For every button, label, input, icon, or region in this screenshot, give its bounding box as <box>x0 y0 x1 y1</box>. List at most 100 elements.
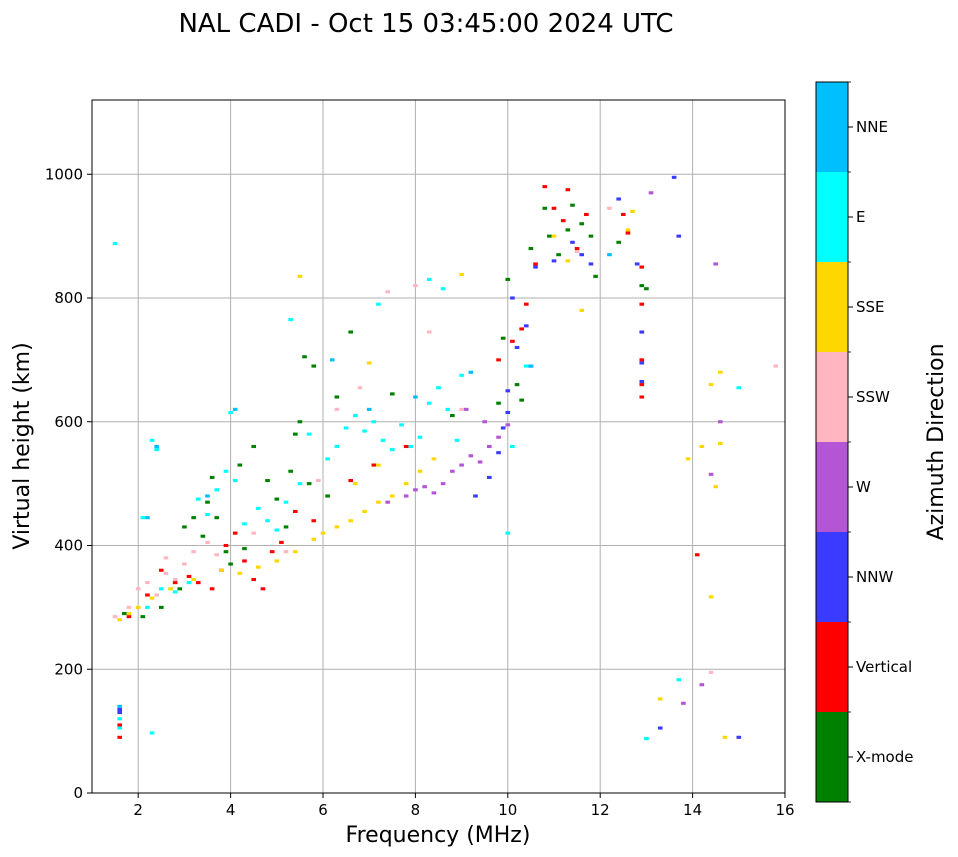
x-tick-label: 10 <box>498 801 517 819</box>
point-x-mode <box>570 203 575 207</box>
point-vertical <box>694 553 700 557</box>
point-w <box>496 435 501 439</box>
point-vertical <box>209 587 215 591</box>
grid <box>92 100 786 794</box>
point-e <box>172 590 178 594</box>
point-w <box>648 191 654 195</box>
point-ssw <box>214 553 220 557</box>
point-sse <box>292 550 298 554</box>
colorbar-label: X-mode <box>856 748 913 766</box>
point-x-mode <box>209 475 215 479</box>
point-nne <box>366 407 372 411</box>
point-e <box>445 407 451 411</box>
point-w <box>713 262 719 266</box>
point-sse <box>191 577 196 582</box>
point-ssw <box>357 386 363 390</box>
point-e <box>242 522 247 526</box>
point-vertical <box>311 519 317 523</box>
point-vertical <box>551 206 557 210</box>
point-x-mode <box>514 383 520 387</box>
point-e <box>426 401 432 405</box>
y-tick-label: 0 <box>73 784 83 802</box>
colorbar-segment <box>816 532 848 622</box>
point-ssw <box>708 670 714 674</box>
point-e <box>223 469 229 473</box>
point-ssw <box>145 581 150 585</box>
point-nnw <box>533 265 538 269</box>
point-e <box>283 500 289 504</box>
point-x-mode <box>274 497 280 501</box>
point-ssw <box>126 605 132 609</box>
y-tick-label: 800 <box>54 289 83 307</box>
point-e <box>426 277 432 281</box>
y-axis-label: Virtual height (km) <box>10 342 35 549</box>
point-sse <box>403 482 409 486</box>
point-nnw <box>496 451 501 455</box>
point-vertical <box>269 550 275 554</box>
point-x-mode <box>237 463 243 467</box>
point-e <box>389 448 395 452</box>
point-sse <box>297 274 303 278</box>
point-x-mode <box>556 253 561 257</box>
point-nnw <box>588 262 594 266</box>
point-ssw <box>607 206 612 210</box>
point-w <box>450 469 455 473</box>
point-nnw <box>736 735 742 739</box>
point-vertical <box>145 593 150 597</box>
colorbar-label: E <box>856 208 865 226</box>
point-nnw <box>639 361 645 365</box>
point-x-mode <box>334 395 340 399</box>
point-sse <box>685 457 691 461</box>
point-nne <box>232 407 238 411</box>
point-sse <box>722 735 728 739</box>
colorbar-label: Vertical <box>856 658 912 676</box>
point-sse <box>389 494 395 498</box>
x-tick-label: 16 <box>775 801 794 819</box>
point-nne <box>145 516 150 520</box>
point-nne <box>154 444 159 449</box>
point-ssw <box>316 478 321 483</box>
y-tick-label: 400 <box>54 537 83 555</box>
point-sse <box>718 370 723 374</box>
point-x-mode <box>182 525 187 529</box>
point-e <box>644 737 649 741</box>
point-x-mode <box>565 228 571 232</box>
point-vertical <box>639 265 645 269</box>
point-ssw <box>191 550 196 554</box>
point-nnw <box>500 426 506 430</box>
point-nnw <box>639 330 645 334</box>
colorbar-frame <box>815 81 849 803</box>
point-e <box>436 386 441 390</box>
point-vertical <box>251 577 257 582</box>
point-x-mode <box>297 420 303 424</box>
point-x-mode <box>588 234 594 238</box>
point-e <box>343 426 349 430</box>
point-w <box>681 701 686 705</box>
point-x-mode <box>496 401 501 405</box>
point-x-mode <box>505 277 511 281</box>
point-sse <box>149 596 155 600</box>
point-x-mode <box>542 206 548 210</box>
point-ssw <box>459 407 464 411</box>
point-w <box>431 491 437 495</box>
point-x-mode <box>265 478 270 483</box>
point-sse <box>168 587 173 591</box>
point-vertical <box>403 444 409 449</box>
point-e <box>325 457 330 461</box>
point-x-mode <box>158 605 164 609</box>
point-nne <box>528 364 534 368</box>
point-vertical <box>232 531 238 535</box>
point-ssw <box>413 284 418 288</box>
point-vertical <box>186 574 192 578</box>
point-e <box>510 444 515 449</box>
point-w <box>482 420 488 424</box>
point-x-mode <box>177 587 183 591</box>
point-sse <box>320 531 326 535</box>
point-x-mode <box>579 222 585 226</box>
point-vertical <box>584 212 589 217</box>
point-sse <box>699 444 705 449</box>
data-points <box>112 175 779 741</box>
point-x-mode <box>639 284 645 288</box>
point-x-mode <box>251 444 257 449</box>
